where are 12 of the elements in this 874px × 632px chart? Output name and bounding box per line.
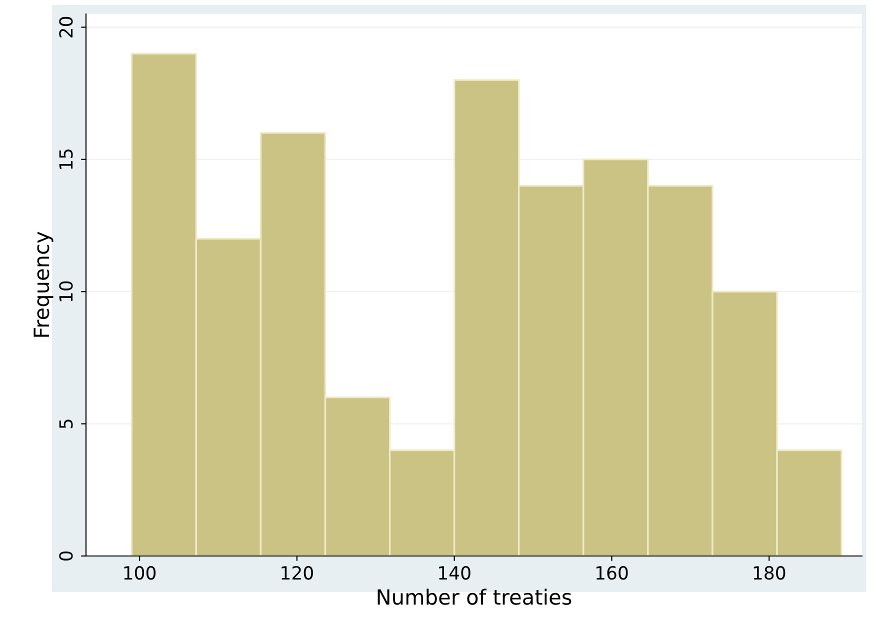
y-tick-label: 15 <box>59 150 73 169</box>
y-tick-label: 10 <box>59 281 73 302</box>
y-tick-label: 20 <box>59 16 73 38</box>
x-tick-label: 100 <box>124 566 156 580</box>
x-tick-label: 140 <box>439 566 470 580</box>
y-tick-label: 0 <box>59 551 73 561</box>
x-tick-label: 180 <box>754 566 786 580</box>
x-axis-title: Number of treaties <box>378 588 572 605</box>
x-tick-label: 160 <box>596 566 628 580</box>
y-tick-label: 5 <box>59 420 73 428</box>
y-axis-title: Frequency <box>34 232 54 337</box>
x-tick-label: 120 <box>282 566 313 580</box>
